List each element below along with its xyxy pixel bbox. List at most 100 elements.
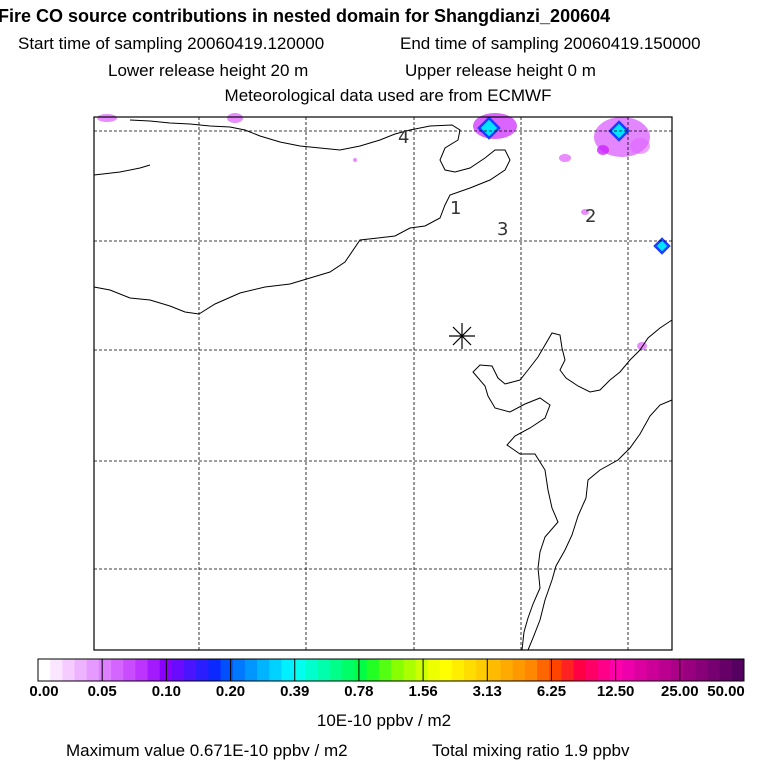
colorbar-cell: [196, 659, 209, 681]
map-label-1: 1: [450, 198, 461, 219]
plume-layer: [97, 113, 671, 350]
colorbar-cell: [512, 659, 526, 681]
colorbar-tick-label: 12.50: [596, 683, 635, 700]
met-data-label: Meteorological data used are from ECMWF: [224, 86, 552, 105]
colorbar-tick-label: 6.25: [536, 683, 567, 700]
upper-release-label: Upper release height 0 m: [405, 61, 596, 80]
colorbar-cell: [123, 659, 136, 681]
colorbar-cell: [427, 659, 441, 681]
grid-layer: [94, 117, 672, 650]
colorbar-cell: [573, 659, 587, 681]
plume-speckle: [97, 114, 117, 122]
colorbar-tick-label: 0.78: [344, 683, 374, 700]
colorbar-cell: [208, 659, 221, 681]
colorbar-cell: [305, 659, 319, 681]
colorbar-cell: [378, 659, 392, 681]
colorbar-cell: [451, 659, 465, 681]
colorbar-cell: [281, 659, 295, 681]
colorbar-cell: [366, 659, 380, 681]
colorbar-cell: [610, 659, 623, 681]
colorbar-tick-label: 0.39: [280, 683, 310, 700]
map-label-2: 2: [585, 206, 596, 227]
plume-speckle: [227, 113, 243, 123]
plume-speckle: [353, 158, 357, 162]
coastline-2: [472, 319, 673, 651]
colorbar-cell: [38, 659, 51, 681]
colorbar-cell: [500, 659, 514, 681]
colorbar-frame: [37, 658, 745, 682]
colorbar-tick-label: 0.10: [151, 683, 181, 700]
colorbar-cell: [330, 659, 343, 681]
plume-halo: [597, 145, 609, 155]
colorbar-tick-label: 25.00: [661, 683, 699, 700]
colorbar-cell: [476, 659, 489, 681]
colorbar-tick-label: 3.13: [472, 683, 502, 700]
total-mixing-ratio-label: Total mixing ratio 1.9 ppbv: [432, 741, 630, 760]
colorbar-cell: [244, 659, 258, 681]
colorbar-cell: [184, 659, 197, 681]
colorbar-tick-label: 0.20: [215, 683, 246, 700]
plume-speckle: [581, 209, 589, 215]
colorbar-cell: [317, 659, 331, 681]
coastline-3: [527, 399, 673, 651]
colorbar-cell: [646, 659, 660, 681]
colorbar-cell: [98, 659, 112, 681]
plume-speckle: [559, 154, 571, 162]
colorbar-cell: [342, 659, 355, 681]
colorbar-cell: [354, 659, 368, 681]
colorbar-tick-label: 50.00: [707, 683, 745, 700]
colorbar-cell: [585, 659, 599, 681]
colorbar-cell: [220, 659, 234, 681]
colorbar-cell: [50, 659, 63, 681]
colorbar-tick-label: 0.00: [29, 683, 59, 700]
plume-core: [653, 237, 671, 255]
colorbar-cell: [707, 659, 721, 681]
station-asterisk-marker: [449, 323, 475, 349]
colorbar-cell: [731, 659, 745, 681]
colorbar-cell: [524, 659, 538, 681]
maximum-value-label: Maximum value 0.671E-10 ppbv / m2: [66, 741, 348, 760]
colorbar-cell: [62, 659, 75, 681]
colorbar-cell: [549, 659, 562, 681]
colorbar-cell: [269, 659, 282, 681]
colorbar-cell: [135, 659, 148, 681]
colorbar-cell: [403, 659, 416, 681]
colorbar-cell: [670, 659, 684, 681]
map-frame: [93, 116, 673, 651]
coastline-layer: [93, 119, 673, 651]
plume-halo: [630, 138, 650, 154]
colorbar-cell: [391, 659, 404, 681]
colorbar-tick-label: 0.05: [87, 683, 117, 700]
colorbar-tick-label: 1.56: [408, 683, 438, 700]
lower-release-label: Lower release height 20 m: [108, 61, 309, 80]
colorbar-cell: [561, 659, 574, 681]
colorbar-cell: [232, 659, 246, 681]
colorbar-cell: [147, 659, 161, 681]
chart-title: Fire CO source contributions in nested d…: [0, 6, 611, 26]
colorbar-cell: [719, 659, 733, 681]
end-time-label: End time of sampling 20060419.150000: [400, 34, 701, 53]
colorbar-cell: [634, 659, 648, 681]
colorbar-cell: [415, 659, 428, 681]
colorbar-cell: [597, 659, 611, 681]
colorbar-cells: [38, 659, 745, 681]
plume-core: [477, 116, 501, 140]
colorbar-cell: [658, 659, 672, 681]
colorbar-cell: [257, 659, 270, 681]
colorbar-cell: [537, 659, 550, 681]
map-label-3: 3: [497, 219, 508, 240]
colorbar-cell: [683, 659, 696, 681]
colorbar-cell: [171, 659, 185, 681]
colorbar-cell: [74, 659, 88, 681]
colorbar-cell: [293, 659, 307, 681]
colorbar-cell: [439, 659, 453, 681]
coastline-1: [93, 119, 511, 315]
colorbar-cell: [695, 659, 708, 681]
colorbar-cell: [622, 659, 635, 681]
colorbar-cell: [464, 659, 477, 681]
colorbar-unit: 10E-10 ppbv / m2: [316, 711, 452, 730]
colorbar-cell: [488, 659, 501, 681]
map-label-4: 4: [398, 127, 409, 148]
